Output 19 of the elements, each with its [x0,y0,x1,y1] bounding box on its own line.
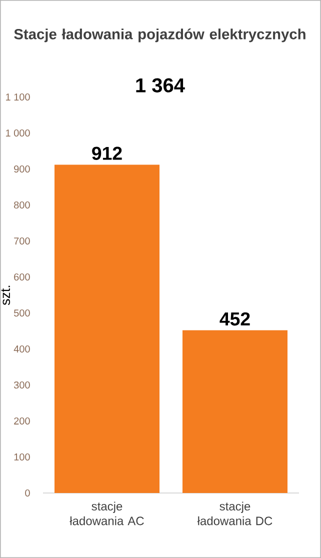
y-tick-label: 900 [14,165,30,173]
y-tick-label: 200 [14,417,30,425]
text: 1 364 [136,78,185,92]
y-tick-label: 100 [14,453,30,461]
y-tick-label: 700 [14,237,30,245]
y-tick-label: 600 [14,273,30,281]
y-axis-title: szt. [1,286,10,305]
y-tick-label: 800 [14,201,30,209]
data-label: 912 [92,146,122,160]
y-tick-label: 500 [14,309,30,317]
data-label: 452 [220,312,250,326]
y-tick-label: 1 000 [6,129,30,137]
y-tick-label: 1 100 [6,93,30,101]
chart-title: Stacje ładowania pojazdów elektrycznych [14,28,306,42]
x-tick-label: stacje ładowania AC [70,502,144,526]
x-tick-label: stacje ładowania DC [197,502,272,526]
y-tick-label: 400 [14,345,30,353]
y-tick-label: 300 [14,381,30,389]
y-tick-label: 0 [25,489,30,497]
